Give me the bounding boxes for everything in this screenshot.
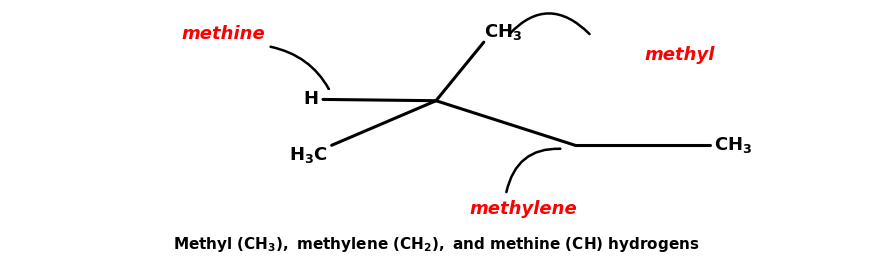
FancyArrowPatch shape (270, 47, 329, 89)
FancyArrowPatch shape (507, 149, 560, 192)
Text: methyl: methyl (644, 46, 715, 64)
Text: $\mathbf{CH_3}$: $\mathbf{CH_3}$ (484, 22, 522, 42)
Text: methylene: methylene (469, 200, 576, 218)
Text: $\mathbf{CH_3}$: $\mathbf{CH_3}$ (714, 135, 753, 155)
Text: $\mathbf{H}$: $\mathbf{H}$ (303, 91, 318, 108)
Text: $\mathbf{H_3C}$: $\mathbf{H_3C}$ (289, 145, 327, 165)
Text: $\mathbf{Methyl\ (CH_3),\ methylene\ (CH_2),\ and\ methine\ (CH)\ hydrogens}$: $\mathbf{Methyl\ (CH_3),\ methylene\ (CH… (173, 235, 699, 254)
Text: methine: methine (181, 26, 265, 44)
FancyArrowPatch shape (510, 13, 589, 34)
